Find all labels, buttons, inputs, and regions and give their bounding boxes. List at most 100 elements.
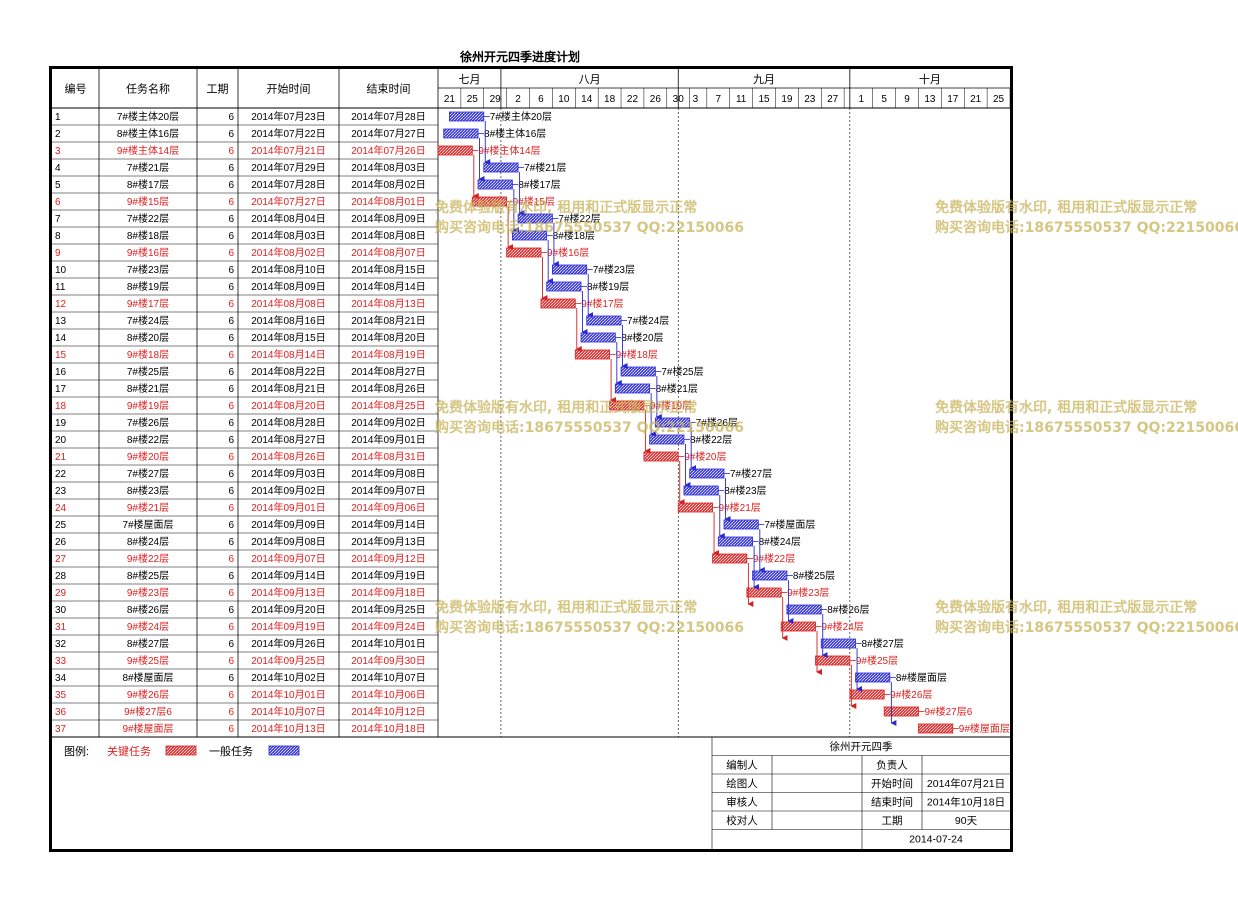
table-row: 37 9#楼屋面层 6 2014年10月13日 2014年10月18日 [55, 722, 426, 735]
task-id: 7 [55, 214, 61, 225]
task-duration: 6 [228, 316, 234, 327]
task-id: 14 [55, 333, 67, 344]
task-duration: 6 [228, 605, 234, 616]
bar-label: 7#楼23层 [593, 263, 635, 276]
task-name: 9#楼15层 [127, 195, 169, 208]
task-end: 2014年09月25日 [351, 603, 426, 616]
table-row: 31 9#楼24层 6 2014年09月19日 2014年09月24日 [55, 620, 426, 633]
table-row: 34 8#楼屋面层 6 2014年10月02日 2014年10月07日 [55, 671, 426, 684]
start-value: 2014年07月21日 [927, 777, 1005, 790]
bar-label: 9#楼16层 [547, 246, 589, 259]
critical-task-bar [506, 247, 542, 258]
task-start: 2014年09月13日 [251, 586, 326, 599]
end-value: 2014年10月18日 [927, 796, 1005, 809]
day-tick: 27 [827, 94, 839, 105]
day-tick: 7 [715, 94, 721, 105]
task-duration: 6 [228, 333, 234, 344]
table-row: 22 7#楼27层 6 2014年09月03日 2014年09月08日 [55, 467, 426, 480]
task-end: 2014年08月19日 [351, 348, 426, 361]
task-duration: 6 [228, 622, 234, 633]
bar-label: 7#楼主体20层 [490, 110, 552, 123]
task-end: 2014年08月31日 [351, 450, 426, 463]
task-start: 2014年09月03日 [251, 467, 326, 480]
normal-task-bar [477, 179, 513, 190]
gantt-frame: 编号 任务名称 工期 开始时间 结束时间 七月 21 25 29 八月 2 6 10 14 18 22 26 30… [49, 66, 1013, 852]
task-id: 13 [55, 316, 67, 327]
normal-task-bar [723, 519, 759, 530]
critical-task-bar [849, 689, 885, 700]
task-start: 2014年09月26日 [251, 637, 326, 650]
normal-task-bar [483, 162, 519, 173]
task-name: 7#楼23层 [127, 263, 169, 276]
table-row: 13 7#楼24层 6 2014年08月16日 2014年08月21日 [55, 314, 426, 327]
month-label: 十月 [919, 72, 941, 86]
legend-normal-label: 一般任务 [209, 745, 253, 758]
task-end: 2014年09月19日 [351, 569, 426, 582]
task-name: 8#楼26层 [127, 603, 169, 616]
task-duration: 6 [228, 503, 234, 514]
task-end: 2014年08月21日 [351, 314, 426, 327]
bar-label: 8#楼19层 [587, 280, 629, 293]
task-duration: 6 [228, 384, 234, 395]
bar-label: 9#楼24层 [822, 620, 864, 633]
task-duration: 6 [228, 214, 234, 225]
bar-label: 7#楼21层 [524, 161, 566, 174]
task-duration: 6 [228, 639, 234, 650]
duration-label: 工期 [882, 815, 903, 827]
task-name: 9#楼18层 [127, 348, 169, 361]
task-duration: 6 [228, 180, 234, 191]
bar-label: 9#楼17层 [581, 297, 623, 310]
task-id: 24 [55, 503, 67, 514]
task-name: 8#楼17层 [127, 178, 169, 191]
task-id: 34 [55, 673, 67, 684]
task-end: 2014年09月24日 [351, 620, 426, 633]
task-end: 2014年08月01日 [351, 195, 426, 208]
normal-task-bar [752, 570, 788, 581]
task-name: 8#楼25层 [127, 569, 169, 582]
critical-task-bar [918, 723, 954, 734]
table-row: 10 7#楼23层 6 2014年08月10日 2014年08月15日 [55, 263, 426, 276]
task-name: 7#楼25层 [127, 365, 169, 378]
task-duration: 6 [228, 690, 234, 701]
task-duration: 6 [228, 452, 234, 463]
task-id: 32 [55, 639, 67, 650]
task-id: 37 [55, 724, 67, 735]
normal-task-bar [546, 281, 582, 292]
task-duration: 6 [228, 197, 234, 208]
task-id: 30 [55, 605, 67, 616]
task-name: 7#楼屋面层 [122, 518, 173, 531]
task-end: 2014年08月08日 [351, 229, 426, 242]
table-row: 8 8#楼18层 6 2014年08月03日 2014年08月08日 [55, 229, 426, 242]
task-id: 27 [55, 554, 67, 565]
task-end: 2014年10月01日 [351, 637, 426, 650]
task-end: 2014年09月12日 [351, 552, 426, 565]
task-start: 2014年08月15日 [251, 331, 326, 344]
task-id: 15 [55, 350, 67, 361]
task-id: 33 [55, 656, 67, 667]
task-end: 2014年09月02日 [351, 416, 426, 429]
normal-task-bar [717, 536, 754, 547]
task-id: 1 [55, 112, 61, 123]
task-id: 18 [55, 401, 67, 412]
task-name: 7#楼24层 [127, 314, 169, 327]
table-row: 35 9#楼26层 6 2014年10月01日 2014年10月06日 [55, 688, 426, 701]
task-name: 9#楼27层6 [124, 705, 172, 718]
day-tick: 9 [904, 94, 910, 105]
task-end: 2014年08月03日 [351, 161, 426, 174]
bar-label: 8#楼20层 [621, 331, 663, 344]
table-row: 5 8#楼17层 6 2014年07月28日 2014年08月02日 [55, 178, 426, 191]
task-start: 2014年08月04日 [251, 212, 326, 225]
day-tick: 17 [947, 94, 959, 105]
task-end: 2014年09月07日 [351, 484, 426, 497]
table-row: 30 8#楼26层 6 2014年09月20日 2014年09月25日 [55, 603, 426, 616]
month-label: 八月 [579, 74, 601, 86]
day-tick: 30 [673, 94, 685, 105]
day-tick: 18 [604, 94, 616, 105]
table-row: 32 8#楼27层 6 2014年09月26日 2014年10月01日 [55, 637, 426, 650]
task-id: 21 [55, 452, 67, 463]
task-name: 9#楼24层 [127, 620, 169, 633]
day-tick: 19 [781, 94, 793, 105]
table-row: 3 9#楼主体14层 6 2014年07月21日 2014年07月26日 [55, 144, 426, 157]
